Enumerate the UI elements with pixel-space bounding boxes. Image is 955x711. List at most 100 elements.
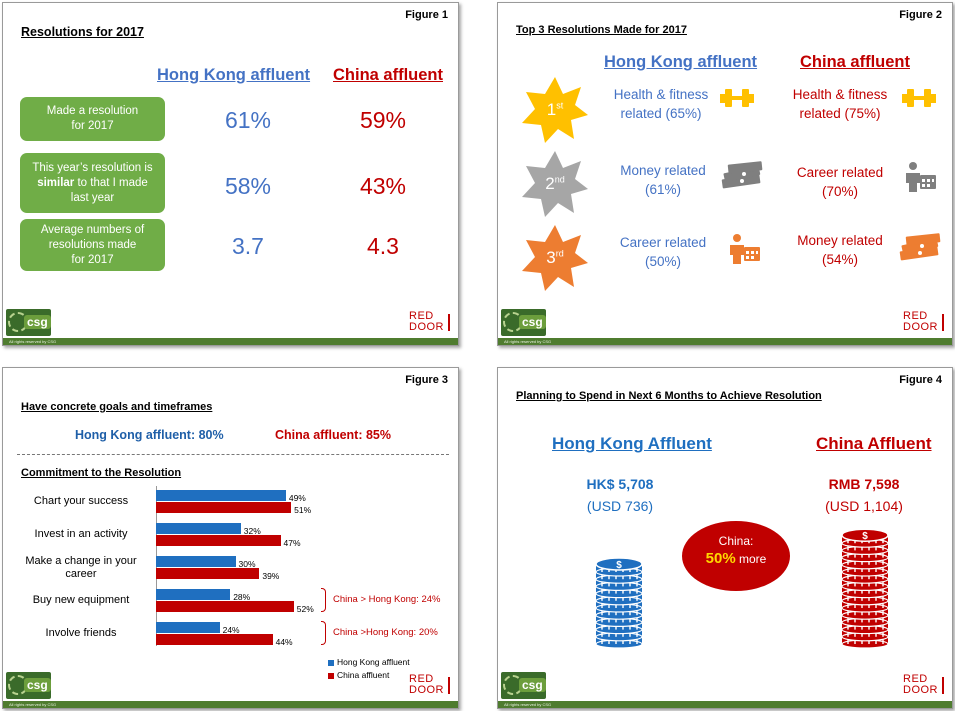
- category-label: Involve friends: [17, 627, 145, 640]
- row-label-text: resolutions made: [48, 238, 137, 251]
- rank-suffix: rd: [555, 248, 564, 259]
- resolution-text: Career related: [796, 165, 884, 180]
- coin-top: [595, 557, 643, 571]
- value-hk: 61%: [224, 107, 272, 133]
- cn-affluent-title: China Affluent: [816, 434, 932, 453]
- bar-cn: [156, 601, 294, 612]
- value-hk: 58%: [224, 173, 272, 199]
- bar-value-label: 49%: [288, 493, 306, 503]
- coin-stack-hk-icon: $: [594, 556, 644, 653]
- star-shape: [522, 225, 588, 291]
- hk-spend-amount: HK$ 5,708: [586, 476, 654, 492]
- comparison-brace: [321, 588, 326, 612]
- career-icon: [728, 233, 762, 270]
- csg-logo-text: csg: [24, 678, 51, 692]
- rank-label: 3rd: [520, 248, 590, 268]
- logo-text: RED: [903, 310, 928, 322]
- category-label-line: Invest in an activity: [34, 528, 128, 540]
- panel-title: Have concrete goals and timeframes: [21, 401, 213, 413]
- figure-label: Figure 2: [899, 9, 942, 21]
- coin-stack-cn-icon: $: [840, 524, 890, 653]
- legend-item-hk: Hong Kong affluent: [328, 657, 410, 667]
- star-shape: [522, 151, 588, 217]
- bar-hk: [156, 523, 241, 534]
- china-more-callout: China: 50% more: [682, 521, 790, 591]
- dollar-sign-icon: $: [616, 560, 622, 571]
- money-stack-icon: [720, 161, 764, 194]
- row-label-bold-text: similar: [37, 176, 75, 189]
- chart-title: Commitment to the Resolution: [21, 467, 182, 479]
- bar-value-label: 52%: [296, 604, 314, 614]
- column-header-cn: China affluent: [800, 53, 910, 71]
- category-label-line: Involve friends: [45, 627, 117, 639]
- rank-number: 3: [546, 248, 556, 267]
- logo-text: DOOR: [903, 321, 938, 333]
- cn-spend-amount: RMB 7,598: [828, 476, 900, 492]
- resolution-text: Health & fitness: [792, 87, 888, 102]
- copyright-text: All rights reserved by CSG: [504, 702, 552, 707]
- value-cn: 59%: [359, 107, 407, 133]
- legend-label: China affluent: [337, 670, 390, 680]
- comparison-brace: [321, 621, 326, 645]
- bar-value-label: 30%: [238, 559, 256, 569]
- csg-logo: csg: [501, 672, 546, 699]
- bar-hk: [156, 490, 286, 501]
- bar-cn: [156, 502, 292, 513]
- panel-title: Planning to Spend in Next 6 Months to Ac…: [516, 390, 822, 402]
- csg-logo-text: csg: [519, 678, 546, 692]
- column-header-hk: Hong Kong affluent: [157, 66, 311, 84]
- bar-value-label: 28%: [233, 592, 251, 602]
- category-label: Buy new equipment: [17, 594, 145, 607]
- top-resolution-hk-3: Career related (50%): [603, 233, 723, 271]
- comparison-note: China > Hong Kong: 24%: [333, 594, 441, 605]
- figure-label: Figure 4: [899, 374, 942, 386]
- footer-bar: All rights reserved by CSG: [498, 701, 952, 708]
- resolution-text: Health & fitness: [613, 87, 709, 102]
- top-resolution-cn-2: Career related (70%): [780, 163, 900, 201]
- comparison-note: China >Hong Kong: 20%: [333, 627, 438, 638]
- row-label-similar-resolution: This year’s resolution is similar to that…: [20, 153, 165, 213]
- bar-value-label: 39%: [262, 571, 280, 581]
- resolution-text: (54%): [821, 252, 858, 267]
- value-hk: 3.7: [232, 233, 264, 259]
- logo-text: RED: [409, 673, 434, 685]
- logo-text: RED: [409, 310, 434, 322]
- hk-spend-usd: (USD 736): [586, 498, 654, 514]
- category-label-line: Buy new equipment: [32, 594, 130, 606]
- rank-suffix: nd: [554, 174, 565, 185]
- career-icon: [904, 161, 938, 198]
- csg-logo: csg: [501, 309, 546, 336]
- csg-logo: csg: [6, 672, 51, 699]
- row-label-text: Average numbers of: [40, 223, 145, 236]
- rank-label: 1st: [520, 100, 590, 120]
- rank-suffix: st: [556, 100, 564, 111]
- copyright-text: All rights reserved by CSG: [504, 339, 552, 344]
- footer-bar: All rights reserved by CSG: [498, 338, 952, 345]
- callout-percent: 50%: [705, 550, 736, 567]
- logo-text: DOOR: [409, 321, 444, 333]
- cn-spend-usd: (USD 1,104): [825, 498, 903, 514]
- red-door-logo: RED DOOR: [903, 673, 944, 696]
- category-label: Chart your success: [17, 495, 145, 508]
- logo-text: RED: [903, 673, 928, 685]
- category-label-line: Make a change in your: [25, 555, 137, 567]
- rank-number: 1: [546, 100, 557, 119]
- legend-item-cn: China affluent: [328, 670, 389, 680]
- bar-value-label: 24%: [222, 625, 240, 635]
- coin-top: [841, 528, 889, 542]
- logo-text: DOOR: [409, 684, 444, 696]
- figure-3-panel: Figure 3 Have concrete goals and timefra…: [2, 367, 459, 709]
- footer-bar: All rights reserved by CSG: [3, 701, 458, 708]
- figure-label: Figure 3: [405, 374, 448, 386]
- resolution-text: (50%): [644, 254, 681, 269]
- category-label: Make a change in your career: [17, 555, 145, 581]
- top-resolution-hk-2: Money related (61%): [603, 161, 723, 199]
- resolution-text: (61%): [644, 182, 681, 197]
- row-label-average-resolutions: Average numbers of resolutions made for 20…: [20, 219, 165, 271]
- bar-hk: [156, 556, 236, 567]
- copyright-text: All rights reserved by CSG: [9, 339, 57, 344]
- category-label-line: Chart your success: [33, 495, 129, 507]
- red-door-logo: RED DOOR: [409, 673, 450, 696]
- bar-hk: [156, 589, 231, 600]
- figure-4-panel: Figure 4 Planning to Spend in Next 6 Mon…: [497, 367, 953, 709]
